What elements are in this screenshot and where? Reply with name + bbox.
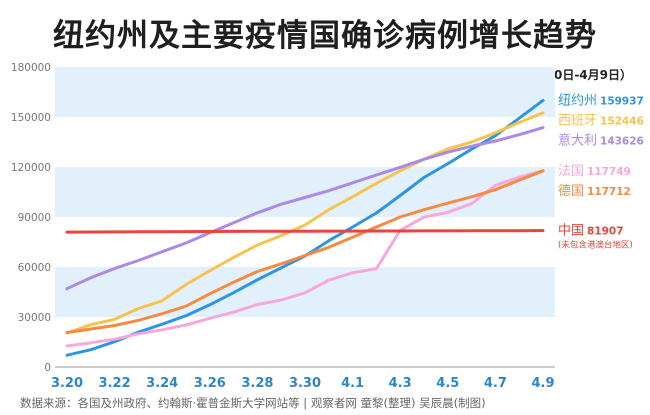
x-tick-label: 3.24	[146, 376, 178, 391]
y-tick-label: 60000	[18, 262, 51, 274]
y-tick-label: 120000	[11, 162, 51, 174]
x-tick-label: 3.28	[241, 376, 273, 391]
series-end-label: 意大利 143626	[558, 132, 644, 148]
series-end-label: 德国 117712	[558, 184, 631, 199]
series-end-label: 中国 81907	[558, 223, 624, 238]
series-line-德国	[65, 169, 545, 334]
y-tick-label: 30000	[18, 312, 51, 324]
plot-band	[55, 67, 555, 117]
x-tick-label: 4.7	[484, 376, 507, 391]
x-tick-label: 3.22	[99, 376, 131, 391]
series-end-label: 法国 117749	[558, 164, 631, 179]
source-note: 数据来源：各国及州政府、约翰斯·霍普金斯大学网站等 | 观察者网 童黎(整理) …	[20, 396, 486, 410]
x-tick-label: 4.5	[436, 376, 459, 391]
series-line-意大利	[65, 126, 545, 291]
plot-band	[55, 167, 555, 217]
x-tick-label: 3.20	[51, 376, 83, 391]
chart-title: 纽约州及主要疫情国确诊病例增长趋势	[53, 18, 597, 54]
y-tick-label: 90000	[18, 212, 51, 224]
series-note: (未包含港澳台地区)	[558, 239, 633, 250]
series-line-法国	[65, 169, 545, 348]
y-tick-label: 150000	[11, 112, 51, 124]
x-tick-label: 3.30	[289, 376, 321, 391]
series-line-西班牙	[65, 111, 545, 335]
x-tick-label: 3.26	[194, 376, 226, 391]
x-tick-label: 4.1	[341, 376, 364, 391]
series-end-label: 纽约州 159937	[558, 93, 644, 108]
y-tick-label: 180000	[11, 62, 51, 74]
series-end-label: 西班牙 152446	[558, 113, 644, 128]
x-tick-label: 4.9	[531, 376, 554, 391]
x-tick-label: 4.3	[389, 376, 412, 391]
series-line-中国	[65, 229, 545, 234]
y-tick-label: 0	[44, 362, 51, 374]
